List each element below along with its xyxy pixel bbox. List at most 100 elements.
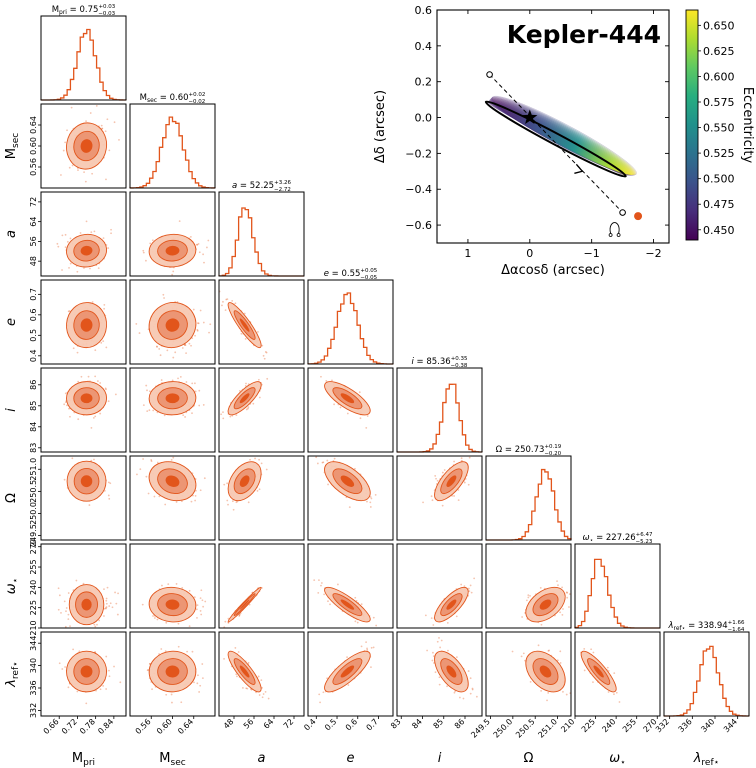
sample-point [430,617,433,620]
sample-point [202,404,205,406]
sample-point [369,495,372,498]
scatter-cloud [424,577,476,626]
sample-point [222,300,224,303]
sample-point [606,666,609,669]
panel-frame [40,631,127,717]
sample-point [473,577,476,580]
scatter-cloud [57,579,119,631]
sample-point [370,646,373,649]
sample-point [170,693,173,696]
sample-point [63,403,66,406]
x-tick-label: 56 [242,717,256,731]
sample-point [468,590,471,593]
colorbar-tick-label: 0.550 [703,122,735,135]
sample-point [222,417,225,420]
x-tick-label: 210 [559,717,576,734]
scatter-panel-7-2: 48 56 64 72a [218,631,305,766]
x-tick-label: 0.7 [365,717,380,732]
sample-point [116,613,119,616]
sample-point [142,458,145,460]
sample-point [89,112,92,114]
panel-frame [307,631,394,717]
sample-point [180,500,183,503]
sample-point [179,375,182,378]
sample-point [146,669,149,672]
sample-point [333,403,336,406]
sample-point [63,478,66,481]
sample-point [458,696,461,699]
sample-point [104,387,107,390]
sample-point [209,323,212,326]
sample-point [145,475,148,478]
sample-point [224,620,227,623]
sample-point [326,459,329,462]
contour-level-2 [239,318,250,332]
sample-point [58,662,61,665]
scatter-panel-5-3 [307,455,394,541]
sample-point [62,149,65,152]
contour-level-2 [165,245,180,256]
hist-panel-6: ω⋆ = 227.26+6.47 −5.23 [574,532,661,629]
sample-point [194,494,197,497]
sample-point [222,411,224,414]
sample-point [181,587,184,589]
sample-point [369,501,372,504]
sample-point [57,245,60,248]
sample-point [202,253,205,256]
histogram-6 [574,558,660,629]
sample-point [99,382,102,384]
sample-point [148,409,151,412]
sample-point [142,404,145,407]
y-tick-label: 72 [29,197,38,207]
y-axis-label-4: i [4,408,19,412]
descending-node-marker [619,209,626,216]
sample-point [257,378,260,381]
sample-point [100,124,103,127]
panel-frame [396,455,483,541]
sample-point [566,596,569,599]
param-title-5: Ω = 250.73+0.19 −0.20 [496,444,562,457]
sample-point [441,504,444,507]
sample-point [161,584,163,587]
sample-point [84,180,87,183]
x-tick-label: 336 [677,717,694,734]
sample-point [93,458,95,461]
panel-frame [129,543,216,629]
panel-frame [129,191,216,277]
sample-point [426,649,429,652]
sample-point [435,477,437,480]
x-tick-label: 1 [464,247,471,260]
x-tick-label: 85 [432,717,446,731]
sample-point [267,697,270,700]
sample-point [184,344,187,347]
sample-point [245,408,248,411]
sample-point [323,593,326,596]
y-tick-label: 225 [29,600,38,615]
sample-point [203,261,205,264]
sample-point [80,375,83,378]
sample-point [76,351,79,354]
scatter-cloud [135,293,212,359]
sample-point [326,677,329,680]
sample-point [94,625,97,628]
sample-point [95,629,97,631]
sample-point [172,356,175,359]
sample-point [540,689,543,692]
sample-point [100,341,103,344]
sample-point [83,171,85,174]
sample-point [163,297,165,299]
sample-point [265,351,268,354]
sample-point [375,624,378,627]
x-axis-label-1: Msec [159,751,185,768]
sample-point [200,613,203,616]
sample-point [366,649,369,651]
sample-point [234,647,237,649]
sample-point [92,416,95,419]
sample-point [110,228,112,231]
sample-point [446,685,448,688]
y-tick-label: 86 [29,380,38,390]
